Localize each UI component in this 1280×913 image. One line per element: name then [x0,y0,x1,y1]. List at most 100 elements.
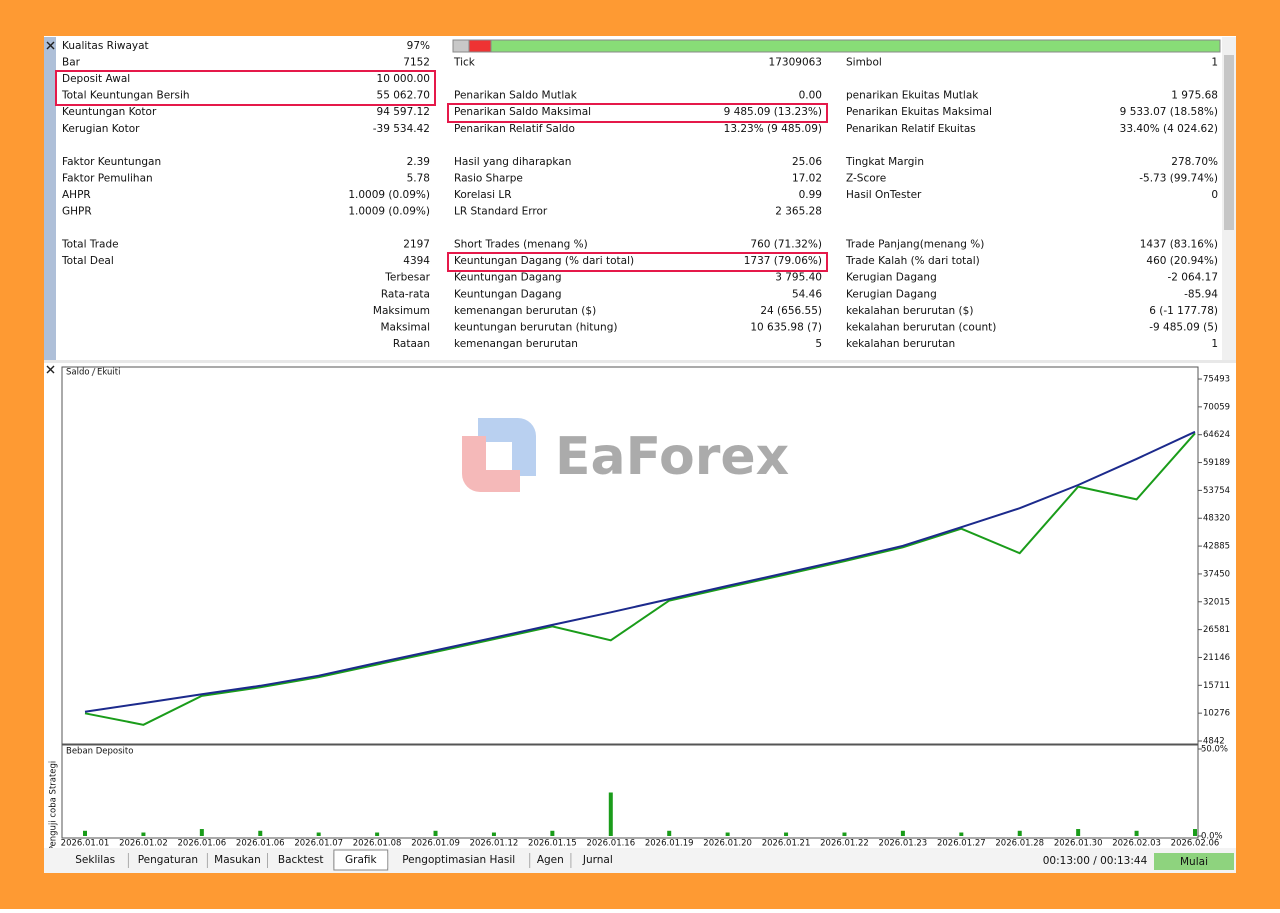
report-value: 2197 [403,239,430,251]
legend-entry: Saldo [66,368,90,378]
report-label: Kualitas Riwayat [62,40,149,52]
tab[interactable]: Agen [537,854,564,866]
bar [258,830,263,836]
report-value: 55 062.70 [377,90,430,102]
legend-entry: Ekuiti [97,368,120,378]
series-line [84,430,1196,713]
report-value: 17.02 [792,172,822,184]
quality-bar [452,39,1221,53]
report-label: Kerugian Dagang [846,288,937,300]
bar [550,830,555,836]
scroll-thumb [1224,55,1234,230]
status-time: 00:13:00 / 00:13:44 [1043,855,1148,867]
x-tick-label: 2026.01.02 [119,839,168,849]
bar [784,832,789,836]
report-value: 1.0009 (0.09%) [348,189,430,201]
tab[interactable]: Seklilas [75,854,115,866]
report-value: 1 [1211,338,1218,350]
highlight-box [55,70,828,272]
tab[interactable]: Grafik [345,854,378,866]
y-tick-label: 37450 [1203,569,1230,579]
report-value: 5.78 [407,172,430,184]
x-tick-label: 2026.01.28 [995,839,1044,849]
tab[interactable]: Backtest [278,854,324,866]
x-tick-label: 2026.02.06 [1171,839,1220,849]
x-tick-label: 2026.01.21 [762,839,811,849]
y-tick-label: 0.0% [1201,832,1223,842]
report-value: 9 533.07 (18.58%) [1120,106,1218,118]
bar [1017,830,1022,836]
report-label: Penarikan Saldo Mutlak [454,90,578,102]
report-label: Keuntungan Dagang [454,272,562,284]
x-tick-label: 2026.01.01 [61,839,110,849]
report-value: -2 064.17 [1167,272,1218,284]
y-tick-label: 64624 [1203,430,1230,440]
start-button-label[interactable]: Mulai [1180,856,1208,868]
report-value: Maksimum [373,305,430,317]
chart: 4842 10276 15711 21146 26581 32015 37450 42885 4… [61,368,1230,849]
x-tick-label: 2026.01.06 [178,839,227,849]
tab[interactable]: Masukan [214,854,261,866]
tab[interactable]: Pengoptimasian Hasil [402,854,515,866]
report-value: 2 365.28 [775,206,822,218]
x-tick-label: 2026.01.06 [236,839,285,849]
close-icon[interactable] [46,365,55,374]
start-button[interactable] [1154,853,1234,870]
report-label: Hasil OnTester [846,189,922,201]
bar [959,832,964,836]
report-label: Short Trades (menang %) [454,239,588,251]
report-value: 460 (20.94%) [1146,255,1218,267]
report-label: Keuntungan Dagang [454,288,562,300]
report-value: 6 (-1 177.78) [1149,305,1218,317]
y-tick-label: 59189 [1203,458,1230,468]
bar [316,832,321,836]
x-tick-label: 2026.01.07 [294,839,343,849]
bar [900,830,905,836]
y-tick-label: 26581 [1203,625,1230,635]
report-value: 13.23% (9 485.09) [724,123,822,135]
report-label: Trade Kalah (% dari total) [845,255,980,267]
x-tick-label: 2026.01.22 [820,839,869,849]
bar [1076,829,1081,836]
report-value: 97% [407,40,430,52]
close-icon[interactable] [46,41,55,50]
bar [199,829,204,836]
report-value: 1437 (83.16%) [1140,239,1218,251]
report-value: 1737 (79.06%) [744,255,822,267]
y-tick-label: 75493 [1203,375,1230,385]
bar [433,830,438,836]
x-tick-label: 2026.01.20 [703,839,752,849]
report-value: 4394 [403,255,430,267]
report-value: 1.0009 (0.09%) [348,206,430,218]
report: Kualitas Riwayat 97% Bar 7152 Tick 17309063 Si… [61,40,1218,350]
report-label: Rasio Sharpe [454,172,523,184]
tab[interactable]: Jurnal [582,854,613,866]
report-value: 10 000.00 [377,73,430,85]
x-tick-label: 2026.01.08 [353,839,402,849]
report-value: -5.73 (99.74%) [1139,172,1218,184]
x-tick-label: 2026.01.23 [879,839,928,849]
y-tick-label: 15711 [1203,681,1230,691]
report-label: Bar [62,57,81,69]
report-value: 54.46 [792,288,822,300]
report-value: 0.00 [799,90,822,102]
bar [375,832,380,836]
x-tick-label: 2026.01.19 [645,839,694,849]
plot-area [61,366,1199,745]
report-label: Total Deal [61,255,114,267]
report-label: kekalahan berurutan [846,338,955,350]
report-label: Keuntungan Kotor [62,106,157,118]
report-value: -85.94 [1184,288,1218,300]
report-label: Faktor Pemulihan [62,172,153,184]
report-label: keuntungan berurutan (hitung) [454,321,617,333]
report-label: penarikan Ekuitas Mutlak [846,90,979,102]
report-label: Total Trade [61,239,119,251]
report-label: Z-Score [846,172,886,184]
bar [83,830,87,836]
tab[interactable]: Pengaturan [138,854,198,866]
report-value: 94 597.12 [377,106,430,118]
report-value: Maksimal [380,321,430,333]
report-value: 7152 [403,57,430,69]
